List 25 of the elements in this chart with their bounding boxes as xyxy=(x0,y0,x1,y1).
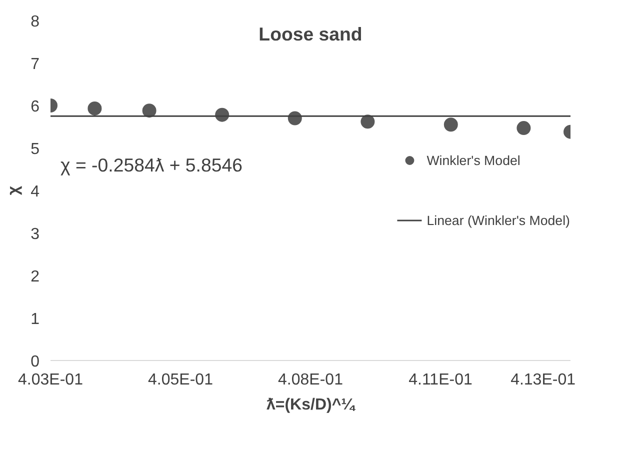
legend-label: Winkler's Model xyxy=(426,152,520,168)
y-tick-label: 5 xyxy=(30,141,40,158)
point xyxy=(516,121,531,136)
point xyxy=(88,101,102,116)
point xyxy=(142,104,156,118)
y-tick-label: 7 xyxy=(30,56,40,73)
y-tick-label: 1 xyxy=(30,311,40,328)
annotation: χ = -0.2584ƛ + 5.8546 xyxy=(60,154,242,176)
x-tick-label: 4.11E-01 xyxy=(408,372,472,388)
x-tick-label: 4.13E-01 xyxy=(510,372,576,388)
x-tick-label: 4.08E-01 xyxy=(278,372,344,388)
legend-label: Linear (Winkler's Model) xyxy=(426,212,570,228)
x-axis-title: ƛ=(Ks/D)^¼ xyxy=(266,396,356,414)
y-tick-label: 4 xyxy=(30,184,40,200)
y-tick-label: 6 xyxy=(30,98,40,116)
y-tick-label: 0 xyxy=(30,354,40,370)
y-tick-label: 2 xyxy=(30,268,40,286)
y-axis-title: χ xyxy=(6,185,23,196)
point xyxy=(360,114,375,129)
chart-title: Loose sand xyxy=(258,23,362,44)
point xyxy=(444,118,458,132)
x-tick-label: 4.03E-01 xyxy=(18,372,84,388)
x-tick-label: 4.05E-01 xyxy=(148,372,214,388)
y-tick-label: 3 xyxy=(30,226,40,243)
y-tick-label: 8 xyxy=(30,14,40,30)
